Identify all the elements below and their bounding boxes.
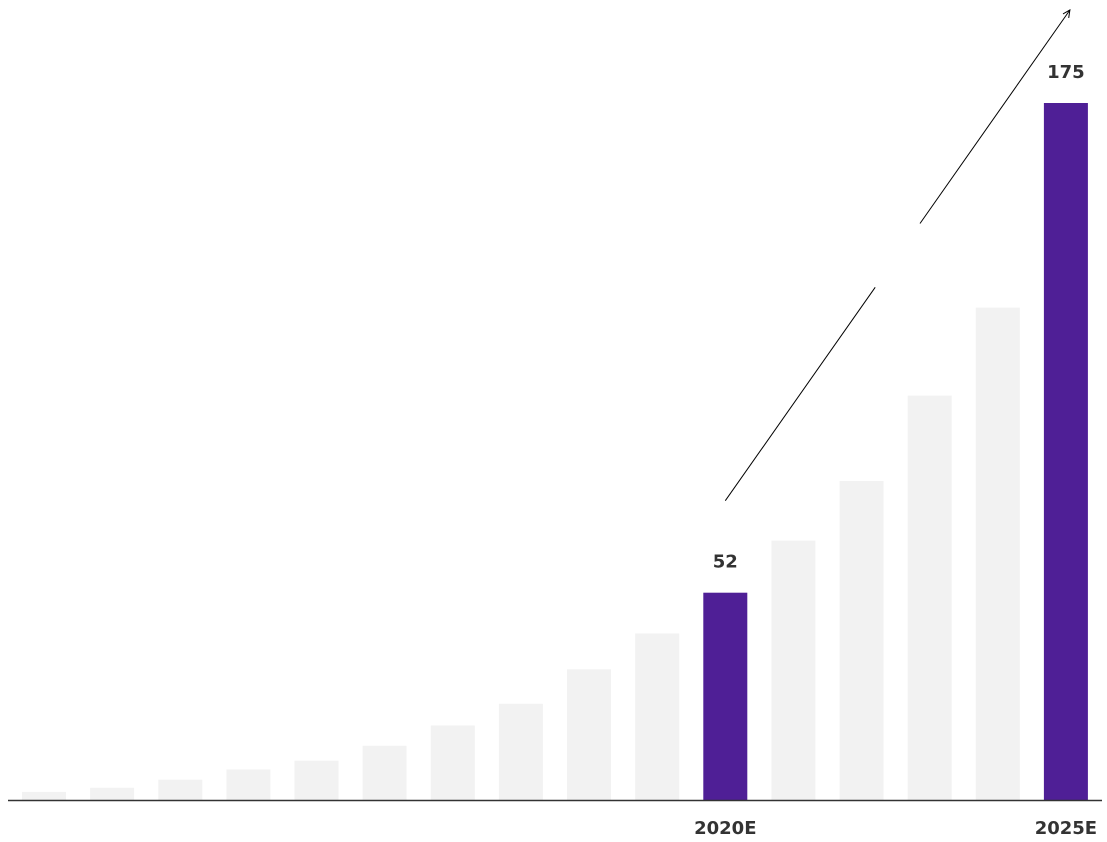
x-tick-label-2025E: 2025E: [1035, 818, 1097, 839]
trend-arrowhead: [1062, 9, 1071, 18]
bar-10: [635, 633, 680, 800]
data-label-52: 52: [713, 552, 738, 573]
trend-arrow-upper-segment: [919, 9, 1071, 224]
bar-7: [430, 725, 475, 800]
bar-11: [703, 592, 748, 800]
x-tick-label-2020E: 2020E: [694, 818, 756, 839]
trend-arrow: [724, 9, 1071, 501]
bar-14: [907, 395, 952, 800]
bar-8: [498, 703, 543, 800]
bar-15: [975, 307, 1020, 800]
bar-3: [158, 779, 203, 800]
bar-9: [567, 669, 611, 800]
bar-6: [362, 745, 407, 800]
bar-4: [226, 769, 271, 800]
bar-12: [771, 540, 816, 800]
bar-1: [22, 791, 66, 800]
trend-arrow-lower-segment: [724, 287, 876, 501]
bar-2: [90, 787, 135, 800]
data-label-175: 175: [1047, 62, 1085, 83]
labels-group: 2020E 52 2025E 175: [694, 62, 1097, 839]
bars-group: [22, 103, 1088, 800]
bar-5: [294, 760, 339, 800]
bar-16: [1043, 103, 1088, 800]
bar-13: [839, 481, 884, 800]
